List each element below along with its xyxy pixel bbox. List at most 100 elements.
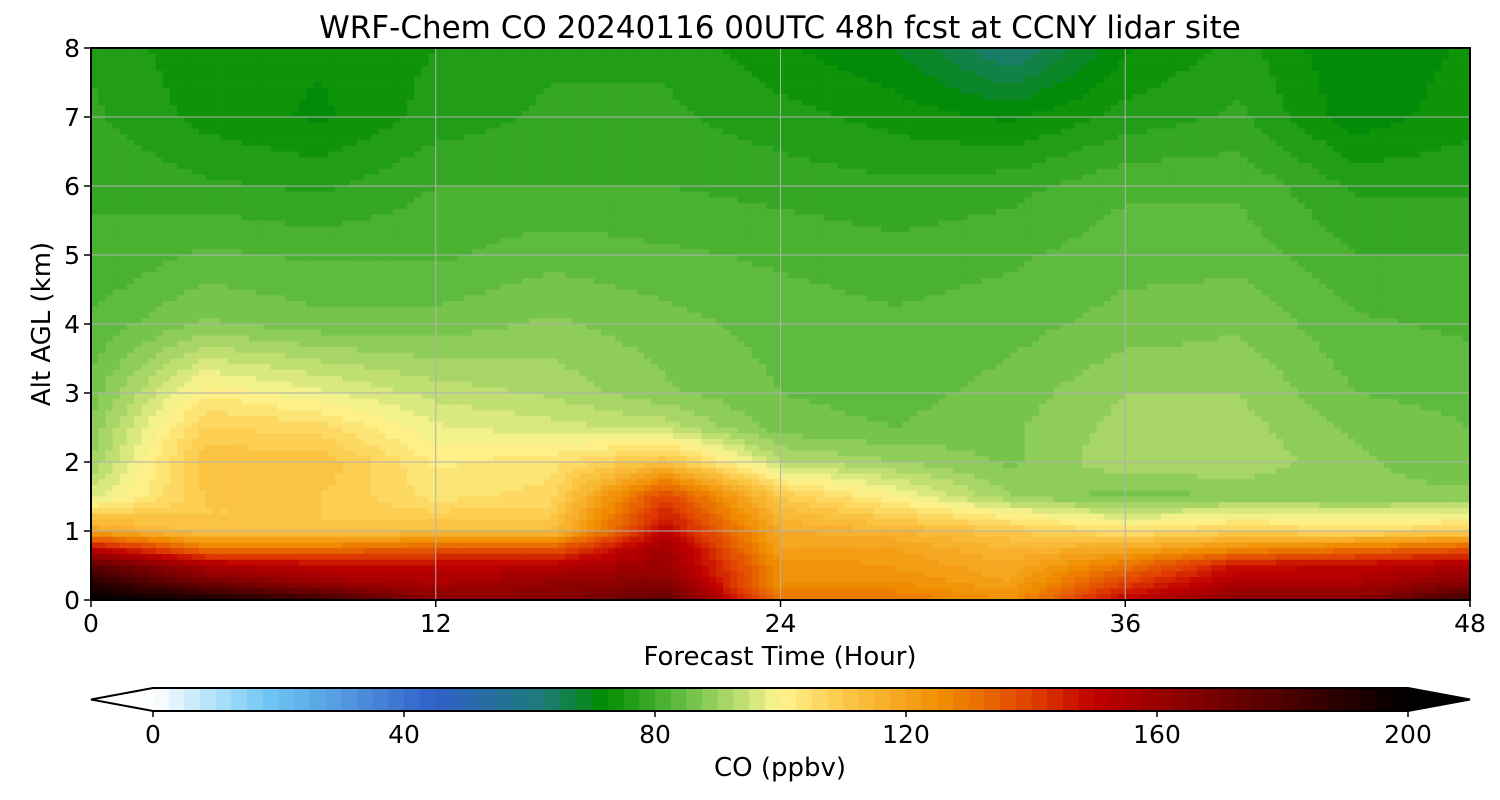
heatmap-cell	[1448, 122, 1457, 130]
heatmap-cell	[1283, 88, 1292, 95]
heatmap-cell	[1132, 53, 1141, 61]
heatmap-cell	[1412, 168, 1421, 176]
heatmap-cell	[119, 163, 128, 170]
heatmap-cell	[399, 157, 408, 164]
heatmap-cell	[220, 180, 229, 187]
heatmap-cell	[802, 134, 810, 141]
heatmap-cell	[1211, 174, 1220, 181]
heatmap-cell	[1283, 122, 1292, 130]
heatmap-cell	[1103, 140, 1112, 147]
heatmap-cell	[213, 163, 221, 170]
heatmap-cell	[1010, 163, 1019, 170]
heatmap-cell	[845, 163, 853, 170]
heatmap-cell	[313, 88, 322, 95]
heatmap-cell	[356, 157, 365, 164]
heatmap-cell	[356, 163, 365, 170]
heatmap-cell	[105, 168, 114, 176]
heatmap-cell	[802, 65, 810, 72]
heatmap-cell	[1297, 105, 1306, 112]
heatmap-cell	[270, 180, 279, 187]
heatmap-cell	[723, 122, 731, 130]
heatmap-cell	[1204, 111, 1213, 118]
heatmap-cell	[1297, 151, 1306, 158]
heatmap-cell	[1355, 105, 1363, 112]
heatmap-cell	[1153, 53, 1162, 61]
heatmap-cell	[148, 128, 157, 135]
heatmap-cell	[148, 174, 157, 181]
heatmap-cell	[191, 105, 200, 112]
heatmap-cell	[177, 94, 185, 101]
heatmap-cell	[1355, 157, 1363, 164]
heatmap-cell	[392, 191, 401, 199]
heatmap-cell	[1398, 134, 1406, 141]
heatmap-cell	[256, 174, 264, 181]
heatmap-cell	[565, 145, 573, 153]
heatmap-cell	[1340, 76, 1349, 84]
heatmap-cell	[938, 157, 947, 164]
heatmap-cell	[543, 71, 552, 78]
heatmap-cell	[536, 151, 545, 158]
heatmap-cell	[960, 105, 968, 112]
heatmap-cell	[514, 163, 523, 170]
heatmap-cell	[622, 82, 631, 89]
heatmap-cell	[493, 59, 501, 66]
heatmap-cell	[335, 82, 343, 89]
heatmap-cell	[794, 140, 803, 147]
heatmap-cell	[1096, 111, 1105, 118]
heatmap-cell	[888, 88, 897, 95]
heatmap-cell	[687, 134, 695, 141]
heatmap-cell	[830, 117, 839, 124]
heatmap-cell	[1067, 53, 1076, 61]
heatmap-cell	[565, 151, 573, 158]
heatmap-cell	[816, 65, 825, 72]
heatmap-cell	[1290, 117, 1299, 124]
heatmap-cell	[112, 134, 121, 141]
heatmap-cell	[205, 65, 214, 72]
heatmap-cell	[371, 105, 379, 112]
heatmap-cell	[1297, 59, 1306, 66]
heatmap-cell	[1398, 94, 1406, 101]
heatmap-cell	[1319, 48, 1327, 55]
heatmap-cell	[507, 145, 516, 153]
heatmap-cell	[809, 94, 818, 101]
heatmap-cell	[636, 157, 645, 164]
heatmap-cell	[220, 157, 229, 164]
heatmap-cell	[119, 105, 128, 112]
heatmap-cell	[1225, 168, 1234, 176]
heatmap-cell	[1146, 174, 1155, 181]
heatmap-cell	[1340, 99, 1349, 107]
heatmap-cell	[91, 65, 99, 72]
heatmap-cell	[1010, 94, 1019, 101]
heatmap-cell	[1254, 186, 1263, 193]
heatmap-cell	[981, 122, 990, 130]
heatmap-cell	[407, 71, 415, 78]
heatmap-cell	[191, 111, 200, 118]
heatmap-cell	[1182, 163, 1191, 170]
heatmap-cell	[1118, 128, 1126, 135]
heatmap-cell	[241, 168, 250, 176]
heatmap-cell	[1441, 180, 1450, 187]
heatmap-cell	[277, 111, 286, 118]
heatmap-cell	[766, 94, 774, 101]
heatmap-cell	[486, 105, 494, 112]
heatmap-cell	[141, 111, 150, 118]
heatmap-cell	[1031, 59, 1040, 66]
heatmap-cell	[1082, 48, 1090, 55]
heatmap-cell	[967, 122, 976, 130]
heatmap-cell	[1118, 117, 1126, 124]
heatmap-cell	[500, 186, 509, 193]
heatmap-cell	[1455, 76, 1464, 84]
heatmap-cell	[1060, 151, 1069, 158]
heatmap-cell	[1297, 163, 1306, 170]
heatmap-cell	[306, 151, 315, 158]
heatmap-cell	[658, 128, 667, 135]
heatmap-cell	[1039, 191, 1047, 199]
heatmap-cell	[859, 105, 868, 112]
heatmap-cell	[665, 168, 674, 176]
heatmap-cell	[1010, 140, 1019, 147]
heatmap-cell	[1254, 140, 1263, 147]
heatmap-cell	[557, 111, 566, 118]
heatmap-cell	[723, 76, 731, 84]
heatmap-cell	[1434, 140, 1442, 147]
heatmap-cell	[1010, 186, 1019, 193]
